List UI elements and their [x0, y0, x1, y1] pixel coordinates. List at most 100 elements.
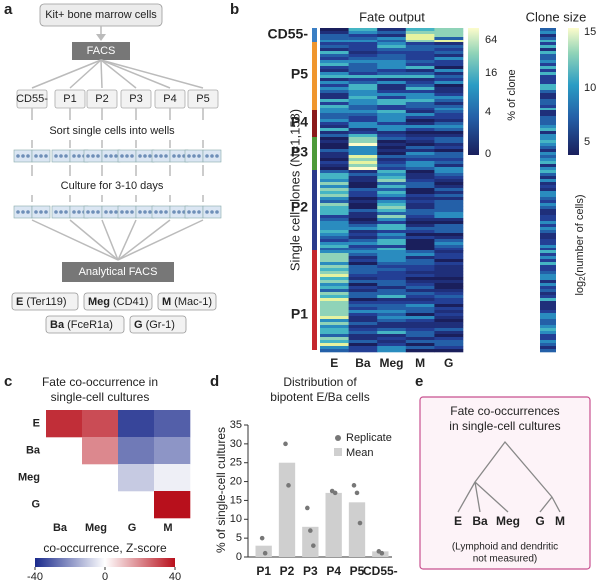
facs-box: [72, 42, 130, 60]
heatmap-cell: [434, 81, 464, 85]
well: [91, 210, 95, 214]
well: [77, 210, 81, 214]
clone-size-cell: [540, 256, 556, 260]
marker-label: G (Gr-1): [134, 319, 175, 331]
heatmap-cell: [348, 298, 378, 302]
heatmap-cell: [377, 182, 407, 186]
heatmap-cell: [434, 90, 464, 94]
heatmap-cell: [320, 256, 349, 260]
clone-size-cell: [540, 164, 556, 168]
heatmap-cell: [320, 277, 349, 281]
heatmap-cell: [434, 250, 464, 254]
heatmap-cell: [434, 116, 464, 120]
heatmap-cell: [377, 200, 407, 204]
heatmap-cell: [405, 170, 435, 174]
heatmap-cell: [434, 242, 464, 246]
heatmap-cell: [348, 319, 378, 323]
marker-name: M: [162, 296, 171, 308]
heatmap-cell: [377, 45, 407, 49]
source-label: Kit+ bone marrow cells: [45, 9, 157, 21]
clone-size-cell: [540, 280, 556, 284]
heatmap-cell: [405, 140, 435, 144]
heatmap-cell: [405, 295, 435, 299]
clone-size-cell: [540, 125, 556, 129]
heatmap-cell: [377, 337, 407, 341]
population-label: P3: [129, 93, 142, 105]
heatmap-cell: [377, 31, 407, 35]
heatmap-cell: [320, 304, 349, 308]
heatmap-cell: [434, 176, 464, 180]
heatmap-cell: [377, 319, 407, 323]
clone-size-cell: [540, 45, 556, 49]
clone-size-cell: [540, 78, 556, 82]
heatmap-cell: [348, 337, 378, 341]
heatmap-cell: [348, 212, 378, 216]
heatmap-cell: [348, 161, 378, 165]
heatmap-cell: [434, 87, 464, 91]
heatmap-cell: [434, 164, 464, 168]
heatmap-cell: [377, 78, 407, 82]
heatmap-cell: [320, 259, 349, 263]
clone-size-cell: [540, 283, 556, 287]
heatmap-cell: [434, 236, 464, 240]
clone-size-cell: [540, 72, 556, 76]
heatmap-cell: [320, 328, 349, 332]
heatmap-cell: [320, 313, 349, 317]
heatmap-cell: [405, 218, 435, 222]
heatmap-cell: [348, 310, 378, 314]
heatmap-cell: [320, 119, 349, 123]
heatmap-cell: [348, 242, 378, 246]
heatmap-cell: [320, 96, 349, 100]
heatmap-cell: [320, 325, 349, 329]
group-bar: [312, 137, 317, 170]
x-tick-label: P1: [256, 564, 271, 578]
replicate-point: [354, 490, 360, 496]
heatmap-cell: [320, 146, 349, 150]
well: [114, 154, 118, 158]
well: [197, 154, 201, 158]
heatmap-cell: [434, 78, 464, 82]
marker-label: M (Mac-1): [162, 296, 212, 308]
marker-box: [157, 292, 217, 311]
clone-size-cell: [540, 102, 556, 106]
well: [109, 210, 113, 214]
heatmap-cell: [320, 233, 349, 237]
heatmap-cell: [348, 96, 378, 100]
panel-title: Fate co-occurrences: [450, 404, 559, 418]
heatmap-cell: [405, 152, 435, 156]
heatmap-cell: [320, 48, 349, 52]
colorbar-tick: 0: [102, 571, 108, 583]
clone-size-cell: [540, 304, 556, 308]
heatmap-cell: [377, 51, 407, 55]
arrow: [100, 59, 204, 89]
heatmap-cell: [434, 349, 464, 353]
heatmap-cell: [434, 298, 464, 302]
heatmap-cell: [320, 90, 349, 94]
heatmap-cell: [377, 66, 407, 70]
heatmap-cell: [434, 334, 464, 338]
colorbar-tick: 16: [485, 67, 497, 79]
heatmap-cell: [320, 230, 349, 234]
population-label: P1: [63, 93, 76, 105]
heatmap-cell: [405, 325, 435, 329]
heatmap-cell: [377, 176, 407, 180]
heatmap-cell: [320, 245, 349, 249]
heatmap-cell: [434, 182, 464, 186]
heatmap-cell: [405, 334, 435, 338]
well: [44, 210, 48, 214]
heatmap-cell: [320, 289, 349, 293]
heatmap-cell: [320, 301, 349, 305]
heatmap-cell: [320, 295, 349, 299]
heatmap-cell: [348, 277, 378, 281]
heatmap-cell: [405, 242, 435, 246]
heatmap-cell: [434, 191, 464, 195]
heatmap-cell: [320, 155, 349, 159]
heatmap-cell: [348, 179, 378, 183]
heatmap-cell: [434, 149, 464, 153]
heatmap-cell: [320, 93, 349, 97]
heatmap-cell: [348, 191, 378, 195]
heatmap-cell: [405, 200, 435, 204]
leaf-label: G: [535, 514, 544, 528]
heatmap-cell: [320, 176, 349, 180]
heatmap-cell: [434, 262, 464, 266]
